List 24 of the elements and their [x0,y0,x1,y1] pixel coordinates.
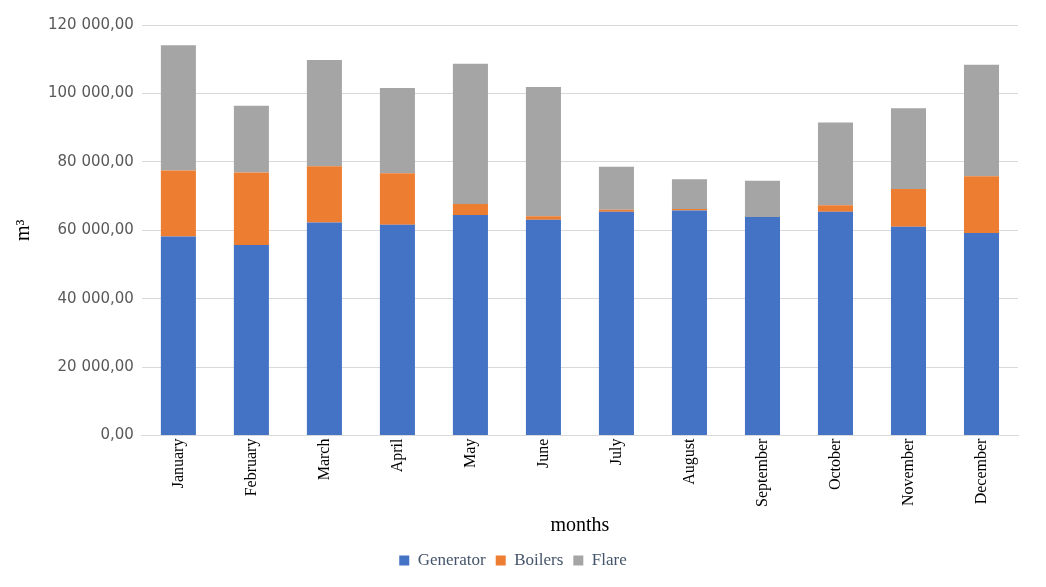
x-tick-label: December [971,437,989,505]
legend-label: Flare [591,549,627,569]
x-tick-label: October [825,437,843,491]
y-tick-label: 60 000,00 [57,220,134,239]
x-tick-label: January [168,438,187,489]
x-tick-label: April [387,438,406,473]
x-tick-label: February [241,438,260,497]
legend-label: Boilers [514,549,564,569]
x-tick-label: March [314,438,332,481]
x-tick-label: September [752,437,771,507]
x-axis-title: months [550,513,610,536]
y-tick-label: 40 000,00 [57,288,134,307]
y-tick-label: 120 000,00 [47,14,134,33]
x-tick-label: June [533,438,551,468]
y-axis-title: m³ [11,219,34,242]
y-tick-label: 0,00 [100,425,134,444]
x-tick-label: November [898,437,916,507]
y-tick-label: 80 000,00 [57,151,134,170]
x-tick-label: August [679,438,698,485]
y-tick-label: 100 000,00 [47,83,134,102]
y-tick-label: 20 000,00 [57,357,134,376]
x-tick-label: July [606,438,625,466]
legend-label: Generator [417,549,487,569]
x-tick-label: May [460,438,479,468]
